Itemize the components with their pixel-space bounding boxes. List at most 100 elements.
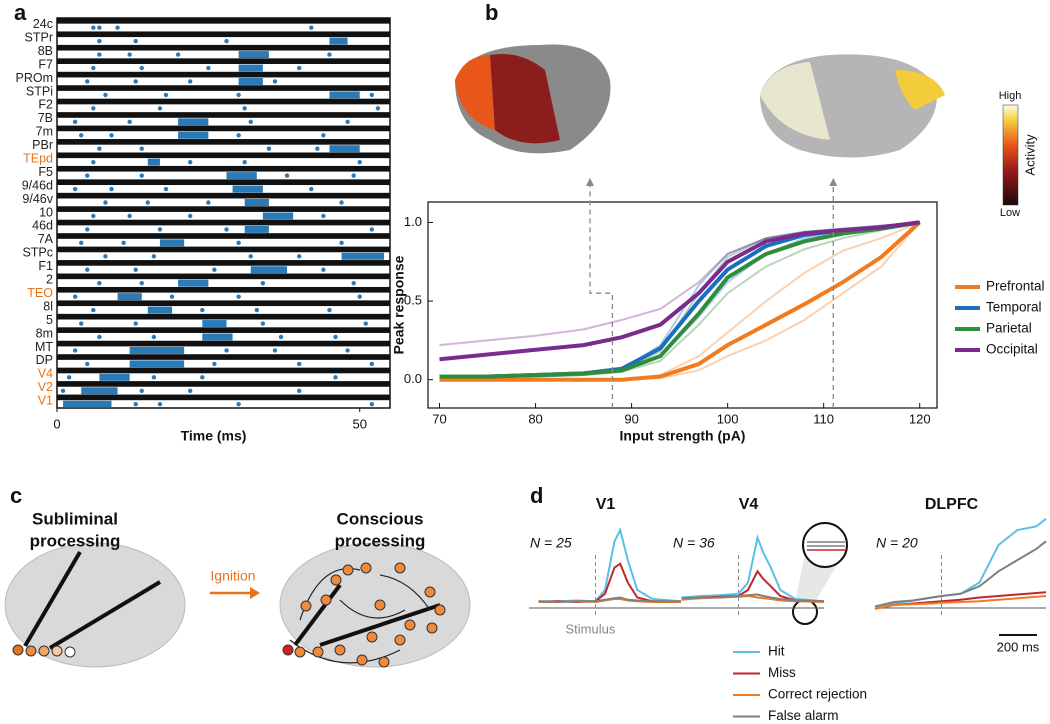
row-label: 24c	[33, 17, 53, 31]
spike	[103, 200, 108, 205]
burst	[147, 306, 173, 314]
legend-label: Correct rejection	[768, 687, 867, 702]
spike	[109, 186, 114, 192]
x-axis-label: Input strength (pA)	[620, 428, 746, 444]
row-label: 8B	[38, 44, 53, 58]
spike	[321, 133, 326, 138]
spike	[91, 159, 96, 165]
spike	[85, 267, 90, 272]
spike	[163, 186, 169, 192]
row-band	[57, 381, 390, 387]
spike	[139, 281, 144, 286]
burst	[244, 199, 269, 207]
spike	[97, 334, 102, 340]
spike	[236, 92, 241, 98]
spike	[85, 173, 90, 178]
spike	[109, 133, 114, 138]
spike	[224, 227, 229, 232]
panel-label: a	[14, 0, 27, 25]
row-band	[57, 394, 390, 401]
spike	[236, 133, 241, 138]
row-label: 7m	[36, 125, 53, 139]
spike	[266, 146, 272, 151]
spike	[321, 213, 326, 219]
row-band	[57, 139, 390, 145]
panel-title: DLPFC	[925, 496, 979, 513]
spike	[296, 254, 302, 259]
spike	[327, 52, 332, 57]
row-label: V1	[38, 394, 53, 408]
spike	[133, 267, 138, 272]
spike	[284, 173, 290, 178]
row-label: F7	[38, 57, 53, 71]
spike	[272, 348, 278, 353]
row-band	[57, 246, 390, 253]
row-band	[57, 300, 390, 307]
row-band	[57, 44, 390, 51]
diagram-title: Conscious	[337, 509, 424, 528]
spike	[188, 159, 193, 165]
legend-label: Temporal	[986, 300, 1042, 315]
spike	[345, 119, 350, 125]
x-tick-label: 80	[528, 411, 542, 426]
spike	[188, 388, 193, 393]
spike	[103, 92, 108, 98]
row-band	[57, 179, 390, 186]
trace-line	[681, 593, 825, 603]
spike	[369, 227, 375, 232]
row-band	[57, 219, 390, 226]
spike	[333, 375, 338, 380]
trace-line	[874, 595, 1047, 610]
colorbar-high: High	[999, 90, 1022, 102]
colorbar-low: Low	[1000, 207, 1020, 219]
brain-left	[455, 44, 611, 154]
spike	[85, 79, 90, 84]
spike	[206, 65, 211, 71]
row-label: PROm	[16, 71, 54, 85]
spike	[236, 240, 241, 246]
spike	[369, 402, 375, 407]
spike	[85, 361, 90, 367]
burst	[226, 172, 257, 180]
panel-label: d	[530, 483, 543, 508]
spike	[72, 348, 78, 353]
spike	[339, 200, 344, 205]
spike	[242, 159, 247, 165]
x-tick-label: 50	[352, 416, 366, 431]
burst	[147, 158, 160, 166]
trace-line	[538, 596, 681, 604]
diagram-title: Subliminal	[32, 509, 118, 528]
spike	[254, 307, 259, 313]
spike	[157, 227, 163, 232]
burst	[329, 37, 348, 45]
row-band	[57, 206, 390, 212]
burst	[238, 77, 263, 85]
row-label: MT	[35, 340, 53, 354]
row-band	[57, 71, 390, 78]
burst	[117, 293, 142, 301]
burst	[238, 51, 269, 59]
spike	[345, 348, 350, 353]
spike	[363, 321, 368, 326]
spike	[357, 159, 362, 165]
spike	[224, 348, 229, 353]
spike	[127, 52, 132, 57]
spike	[60, 388, 66, 393]
spike	[339, 240, 344, 246]
row-label: STPi	[26, 84, 53, 98]
trace-line	[681, 533, 825, 603]
row-label: 9/46d	[22, 178, 53, 192]
row-label: V2	[38, 380, 53, 394]
spike	[309, 25, 314, 30]
burst	[178, 131, 209, 139]
burst	[232, 185, 263, 193]
burst	[238, 64, 263, 72]
spike	[175, 52, 181, 57]
burst	[129, 360, 185, 368]
row-label: 8m	[36, 326, 53, 340]
row-label: TEO	[27, 286, 53, 300]
spike	[236, 402, 241, 407]
spike	[333, 38, 338, 44]
burst	[244, 225, 269, 233]
burst	[329, 91, 360, 99]
